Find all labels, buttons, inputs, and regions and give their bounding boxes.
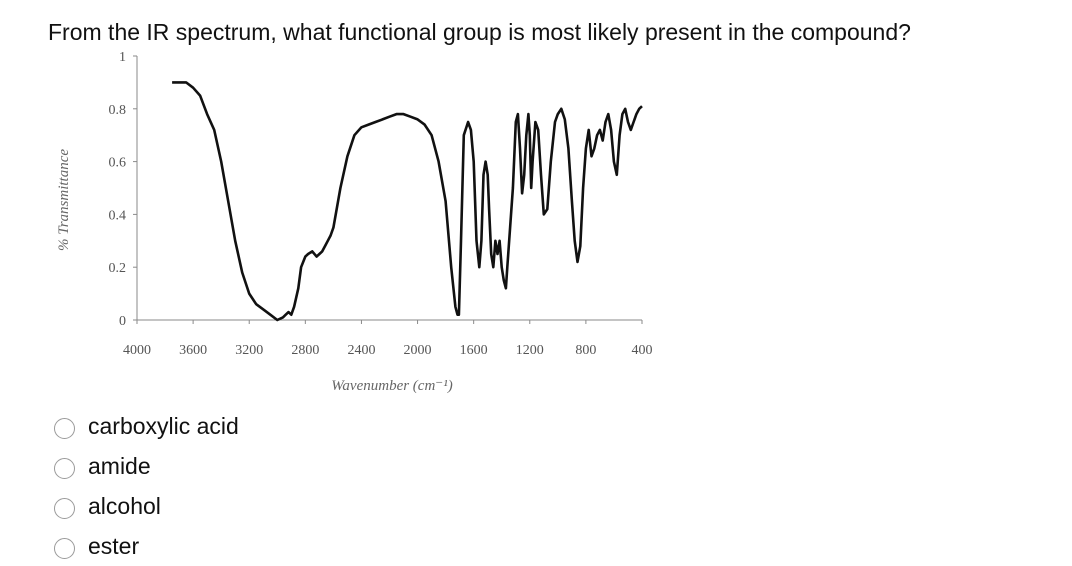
y-tick-label: 0.8 bbox=[109, 103, 127, 118]
x-tick-label: 3600 bbox=[179, 343, 207, 358]
option-ester[interactable]: ester bbox=[54, 526, 239, 566]
x-tick-label: 800 bbox=[575, 343, 596, 358]
radio-button-amide[interactable] bbox=[54, 457, 75, 479]
x-axis: 4000 3600 3200 2800 2400 2000 1600 1200 800 400 bbox=[123, 319, 653, 358]
x-tick-label: 400 bbox=[632, 343, 653, 358]
radio-button-carboxylic-acid[interactable] bbox=[54, 417, 75, 439]
radio-button-alcohol[interactable] bbox=[54, 497, 75, 519]
option-label: amide bbox=[88, 453, 151, 479]
x-tick-label: 2800 bbox=[291, 343, 319, 358]
option-label: ester bbox=[88, 533, 140, 559]
x-tick-label: 2400 bbox=[347, 343, 375, 358]
x-tick-label: 4000 bbox=[123, 343, 151, 358]
option-label: carboxylic acid bbox=[88, 413, 239, 439]
x-tick-label: 1600 bbox=[460, 343, 488, 358]
x-tick-label: 2000 bbox=[404, 343, 432, 358]
x-tick-label: 1200 bbox=[516, 343, 544, 358]
y-tick-label: 0.2 bbox=[109, 261, 127, 276]
radio-button-ester[interactable] bbox=[54, 537, 75, 559]
y-axis: 0 0.2 0.4 0.6 0.8 1 bbox=[109, 50, 138, 329]
y-axis-title: % Transmittance bbox=[56, 149, 72, 251]
y-tick-label: 0 bbox=[119, 314, 126, 329]
option-carboxylic-acid[interactable]: carboxylic acid bbox=[54, 406, 239, 446]
x-axis-title: Wavenumber (cm⁻¹) bbox=[331, 378, 452, 394]
y-tick-label: 0.6 bbox=[109, 156, 127, 171]
option-amide[interactable]: amide bbox=[54, 446, 239, 486]
question-text: From the IR spectrum, what functional gr… bbox=[48, 19, 911, 45]
y-tick-label: 1 bbox=[119, 50, 126, 65]
x-tick-label: 3200 bbox=[235, 343, 263, 358]
spectrum-line bbox=[172, 81, 643, 322]
option-label: alcohol bbox=[88, 493, 161, 519]
option-alcohol[interactable]: alcohol bbox=[54, 486, 239, 526]
y-tick-label: 0.4 bbox=[109, 208, 127, 223]
ir-spectrum-chart: 0 0.2 0.4 0.6 0.8 1 4000 3600 3200 2800 2400 2000 1… bbox=[56, 50, 653, 394]
answer-options: carboxylic acid amide alcohol ester bbox=[54, 406, 239, 566]
